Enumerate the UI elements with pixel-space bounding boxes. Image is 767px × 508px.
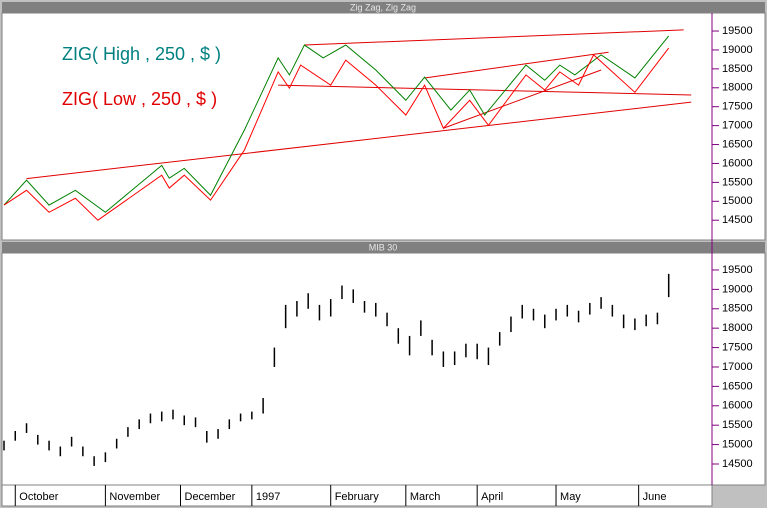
y-tick-label: 17500 bbox=[722, 101, 753, 113]
y-tick-label: 17500 bbox=[722, 341, 753, 353]
y-tick-label: 17000 bbox=[722, 120, 753, 132]
y-tick-label: 19500 bbox=[722, 264, 753, 276]
panel-title: Zig Zag, Zig Zag bbox=[350, 2, 416, 12]
x-tick-label: April bbox=[481, 491, 503, 503]
panel bbox=[1, 252, 766, 486]
x-tick-label: 1997 bbox=[256, 491, 280, 503]
y-tick-label: 16000 bbox=[722, 400, 753, 412]
x-tick-label: October bbox=[19, 491, 58, 503]
trend-line bbox=[304, 29, 684, 46]
y-tick-label: 16500 bbox=[722, 138, 753, 150]
panel bbox=[1, 12, 766, 241]
zigzag-line bbox=[3, 47, 670, 221]
y-tick-label: 18500 bbox=[722, 303, 753, 315]
y-tick-label: 17000 bbox=[722, 361, 753, 373]
trend-line bbox=[424, 51, 609, 79]
y-tick-label: 14500 bbox=[722, 214, 753, 226]
y-tick-label: 15000 bbox=[722, 195, 753, 207]
trend-line bbox=[26, 101, 692, 180]
y-tick-label: 19000 bbox=[722, 283, 753, 295]
y-tick-label: 19500 bbox=[722, 25, 753, 37]
y-tick-label: 18000 bbox=[722, 322, 753, 334]
trend-line bbox=[278, 84, 692, 96]
x-tick-label: March bbox=[410, 491, 441, 503]
x-tick-label: February bbox=[335, 491, 380, 503]
x-tick-label: June bbox=[643, 491, 667, 503]
y-tick-label: 18000 bbox=[722, 82, 753, 94]
y-tick-label: 15500 bbox=[722, 419, 753, 431]
x-tick-label: May bbox=[560, 491, 581, 503]
title-bar bbox=[2, 2, 765, 13]
y-tick-label: 19000 bbox=[722, 44, 753, 56]
legend-label: ZIG( High , 250 , $ ) bbox=[62, 44, 221, 64]
x-tick-label: November bbox=[109, 491, 160, 503]
y-tick-label: 14500 bbox=[722, 458, 753, 470]
x-axis-bar bbox=[1, 484, 713, 507]
y-tick-label: 15000 bbox=[722, 438, 753, 450]
y-tick-label: 15500 bbox=[722, 176, 753, 188]
zigzag-line bbox=[3, 35, 670, 213]
y-tick-label: 16500 bbox=[722, 380, 753, 392]
legend-label: ZIG( Low , 250 , $ ) bbox=[62, 89, 217, 109]
x-tick-label: December bbox=[185, 491, 236, 503]
y-tick-label: 16000 bbox=[722, 157, 753, 169]
title-bar bbox=[2, 242, 765, 253]
panel-title: MIB 30 bbox=[369, 242, 398, 252]
y-tick-label: 18500 bbox=[722, 63, 753, 75]
trend-line bbox=[443, 69, 602, 129]
